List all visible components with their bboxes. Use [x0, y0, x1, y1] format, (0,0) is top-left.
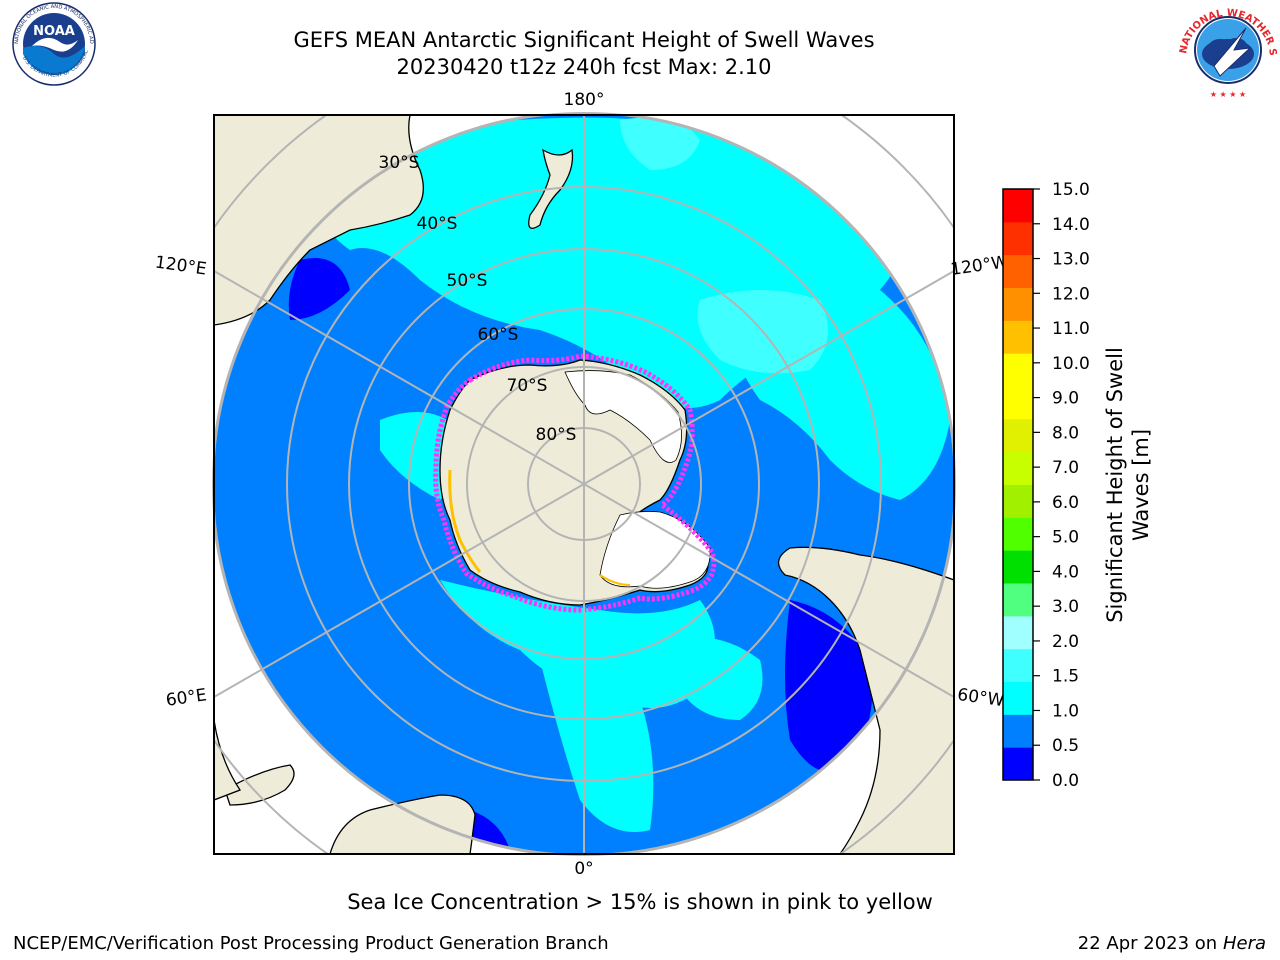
colorbar-tick-label: 12.0 — [1052, 284, 1090, 304]
colorbar-tick-label: 13.0 — [1052, 250, 1090, 270]
colorbar-swatch — [1003, 615, 1033, 650]
colorbar-ticks: 15.0 14.0 13.0 12.0 11.0 10.0 9.0 8.0 7.0 6.0 5.0 4… — [1033, 180, 1090, 791]
lat-label-60s: 60°S — [478, 325, 519, 345]
lat-label-30s: 30°S — [379, 153, 420, 173]
colorbar-swatch — [1003, 386, 1033, 420]
footer-branch: NCEP/EMC/Verification Post Processing Pr… — [13, 933, 609, 954]
lat-label-70s: 70°S — [507, 376, 548, 396]
colorbar-tick-label: 5.0 — [1052, 528, 1079, 548]
swell-height-patches — [288, 117, 950, 850]
lon-label-180: 180° — [564, 90, 605, 110]
colorbar-tick-label: 8.0 — [1052, 423, 1079, 443]
graticule — [214, 115, 954, 854]
colorbar-tick-label: 14.0 — [1052, 215, 1090, 235]
colorbar-tick-label: 9.0 — [1052, 389, 1079, 409]
colorbar-swatch — [1003, 320, 1033, 354]
colorbar — [1003, 189, 1033, 781]
colorbar-swatch — [1003, 221, 1033, 256]
colorbar-swatch — [1003, 648, 1033, 682]
colorbar-tick-label: 3.0 — [1052, 597, 1079, 617]
colorbar-tick-label: 1.0 — [1052, 701, 1079, 721]
colorbar-swatch — [1003, 517, 1033, 551]
lon-label-60e: 60°E — [165, 685, 208, 710]
colorbar-tick-label: 1.5 — [1052, 667, 1079, 687]
colorbar-tick-label: 0.5 — [1052, 736, 1079, 756]
colorbar-swatch — [1003, 451, 1033, 485]
colorbar-swatch — [1003, 681, 1033, 715]
footer-date: 22 Apr 2023 on Hera — [1078, 933, 1266, 954]
svg-text:★ ★ ★ ★: ★ ★ ★ ★ — [1210, 90, 1246, 99]
colorbar-tick-label: 7.0 — [1052, 458, 1079, 478]
colorbar-swatch — [1003, 418, 1033, 453]
map-frame — [213, 114, 955, 855]
colorbar-swatch — [1003, 550, 1033, 584]
chart-title: GEFS MEAN Antarctic Significant Height o… — [293, 28, 875, 52]
lat-label-40s: 40°S — [417, 214, 458, 234]
colorbar-swatch — [1003, 189, 1033, 223]
colorbar-tick-label: 2.0 — [1052, 632, 1079, 652]
colorbar-swatch — [1003, 254, 1033, 288]
colorbar-swatch — [1003, 747, 1033, 781]
footer-machine: Hera — [1222, 933, 1266, 954]
sea-ice-caption: Sea Ice Concentration > 15% is shown in … — [347, 890, 933, 914]
colorbar-tick-label: 15.0 — [1052, 180, 1090, 200]
footer-date-text: 22 Apr 2023 on — [1077, 933, 1223, 954]
lon-label-60w: 60°W — [956, 685, 1005, 711]
lon-label-120e: 120°E — [154, 253, 208, 280]
lon-label-120w: 120°W — [949, 252, 1009, 280]
nws-logo: NATIONAL WEATHER SERVICE ★ ★ ★ ★ — [1176, 2, 1278, 99]
colorbar-swatch — [1003, 353, 1033, 387]
colorbar-tick-label: 6.0 — [1052, 493, 1079, 513]
colorbar-swatch — [1003, 484, 1033, 518]
colorbar-tick-label: 11.0 — [1052, 319, 1090, 339]
colorbar-tick-label: 10.0 — [1052, 354, 1090, 374]
colorbar-tick-label: 0.0 — [1052, 771, 1079, 791]
noaa-logo: NOAA NATIONAL OCEANIC AND ATMOSPHERIC AD… — [2, 2, 96, 86]
chart-subtitle: 20230420 t12z 240h fcst Max: 2.10 — [396, 55, 772, 79]
lon-label-0: 0° — [574, 859, 593, 879]
lat-label-80s: 80°S — [536, 425, 577, 445]
colorbar-swatch — [1003, 714, 1033, 748]
noaa-logo-text: NOAA — [33, 24, 75, 39]
lat-label-50s: 50°S — [447, 271, 488, 291]
colorbar-tick-label: 4.0 — [1052, 562, 1079, 582]
colorbar-swatch — [1003, 287, 1033, 321]
colorbar-swatch — [1003, 583, 1033, 617]
